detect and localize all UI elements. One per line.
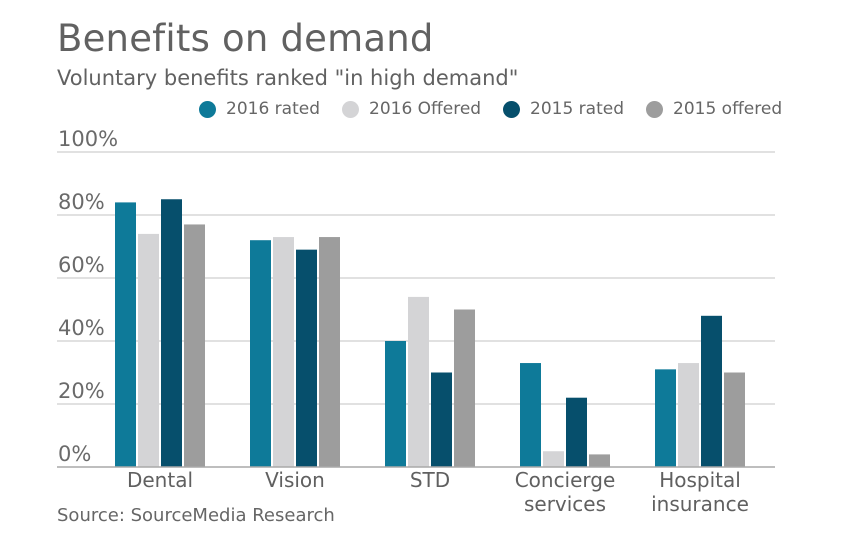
chart-subtitle: Voluntary benefits ranked "in high deman…: [57, 66, 519, 90]
y-tick-label-100: 100%: [58, 127, 118, 151]
legend-label-2016-offered: 2016 Offered: [369, 99, 482, 119]
x-category-label-4-line-1: insurance: [651, 492, 749, 516]
legend-label-2016-rated: 2016 rated: [226, 99, 320, 119]
legend-item-2016-offered: 2016 Offered: [342, 98, 481, 120]
bar-2016-offered-3: [543, 451, 564, 467]
y-tick-label-40: 40%: [58, 316, 105, 340]
source-note: Source: SourceMedia Research: [57, 505, 335, 526]
x-category-label-3-line-1: services: [524, 492, 606, 516]
legend-label-2015-offered: 2015 offered: [673, 99, 783, 119]
bar-2015-rated-4: [701, 315, 722, 467]
x-category-label-2: STD: [410, 468, 450, 492]
x-category-label-0: Dental: [127, 468, 193, 492]
legend-swatch-2016-offered: [342, 100, 359, 118]
legend-item-2016-rated: 2016 rated: [199, 98, 320, 120]
bar-2016-rated-1: [250, 240, 271, 467]
legend-swatch-2015-offered: [646, 100, 663, 118]
bar-2015-rated-1: [296, 249, 317, 467]
x-category-label-3-line-0: Concierge: [515, 468, 616, 492]
bar-2015-offered-0: [184, 224, 205, 467]
legend-label-2015-rated: 2015 rated: [530, 99, 624, 119]
chart-title: Benefits on demand: [57, 17, 434, 60]
y-tick-label-80: 80%: [58, 190, 105, 214]
bar-2015-rated-0: [161, 199, 182, 467]
legend-item-2015-offered: 2015 offered: [646, 98, 782, 120]
y-tick-label-20: 20%: [58, 379, 105, 403]
y-tick-label-0: 0%: [58, 442, 91, 466]
bar-2015-offered-1: [319, 237, 340, 467]
y-tick-label-60: 60%: [58, 253, 105, 277]
x-category-label-4-line-0: Hospital: [659, 468, 741, 492]
bar-2016-rated-3: [520, 363, 541, 467]
bar-2016-offered-0: [138, 233, 159, 467]
bar-2015-offered-2: [454, 309, 475, 467]
bar-2016-offered-4: [678, 363, 699, 467]
bar-2015-offered-3: [589, 454, 610, 467]
bar-2016-rated-2: [385, 341, 406, 467]
bar-2016-rated-4: [655, 369, 676, 467]
bar-2016-rated-0: [115, 202, 136, 467]
bar-2015-offered-4: [724, 372, 745, 467]
x-category-label-1: Vision: [265, 468, 325, 492]
bar-2015-rated-3: [566, 397, 587, 467]
bar-2015-rated-2: [431, 372, 452, 467]
legend-swatch-2016-rated: [199, 100, 216, 118]
legend-swatch-2015-rated: [503, 100, 520, 118]
bar-2016-offered-2: [408, 296, 429, 467]
bar-2016-offered-1: [273, 237, 294, 467]
legend-item-2015-rated: 2015 rated: [503, 98, 624, 120]
